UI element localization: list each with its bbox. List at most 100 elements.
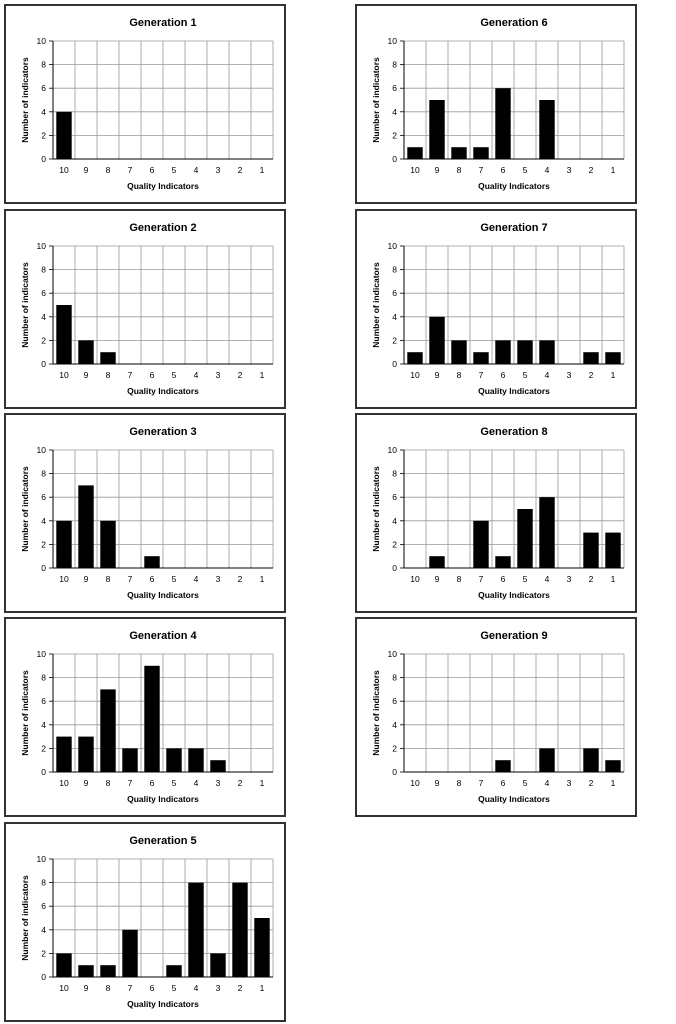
chart-panel-generation-2: Generation 2 0 2 4 6 8 10 10 9 8 7 6 5 4 3 2 1 Quality In…: [4, 209, 286, 409]
x-tick-label: 7: [479, 370, 484, 380]
bar-3: [210, 760, 226, 772]
x-tick-label: 5: [172, 370, 177, 380]
x-tick-label: 10: [410, 778, 420, 788]
x-axis-label: Quality Indicators: [478, 590, 550, 600]
x-tick-label: 10: [59, 370, 69, 380]
x-tick-label: 9: [435, 165, 440, 175]
x-tick-label: 2: [589, 165, 594, 175]
x-tick-label: 2: [589, 574, 594, 584]
bar-10: [56, 736, 72, 772]
y-tick-label: 6: [41, 83, 46, 93]
x-tick-label: 7: [128, 165, 133, 175]
y-tick-label: 2: [41, 743, 46, 753]
bar-9: [429, 556, 445, 568]
chart-panel-generation-9: Generation 9 0 2 4 6 8 10 10 9 8 7 6 5 4 3 2 1 Quality In…: [355, 617, 637, 817]
x-tick-label: 9: [84, 778, 89, 788]
y-tick-label: 10: [388, 241, 398, 251]
x-tick-label: 4: [194, 574, 199, 584]
y-tick-label: 8: [41, 469, 46, 479]
y-tick-label: 8: [41, 265, 46, 275]
y-tick-label: 4: [41, 107, 46, 117]
x-tick-label: 7: [128, 574, 133, 584]
x-axis-label: Quality Indicators: [478, 181, 550, 191]
bar-1: [605, 532, 621, 568]
bar-8: [451, 147, 467, 159]
y-tick-label: 4: [41, 720, 46, 730]
y-tick-label: 10: [388, 36, 398, 46]
x-tick-label: 6: [150, 778, 155, 788]
y-tick-label: 4: [41, 516, 46, 526]
chart-title: Generation 7: [480, 222, 547, 234]
y-tick-label: 4: [392, 516, 397, 526]
y-tick-label: 10: [37, 36, 47, 46]
x-tick-label: 8: [106, 370, 111, 380]
bar-chart: Generation 8 0 2 4 6 8 10 10 9 8 7 6 5 4 3 2 1 Quality In…: [371, 426, 625, 600]
y-tick-label: 0: [392, 563, 397, 573]
x-tick-label: 5: [523, 574, 528, 584]
bar-4: [188, 882, 204, 977]
x-tick-label: 5: [172, 983, 177, 993]
chart-title: Generation 8: [480, 426, 547, 438]
x-tick-label: 7: [128, 370, 133, 380]
x-tick-label: 1: [611, 778, 616, 788]
y-tick-label: 6: [392, 288, 397, 298]
x-tick-label: 1: [611, 574, 616, 584]
chart-title: Generation 6: [480, 17, 547, 29]
x-tick-label: 9: [84, 574, 89, 584]
y-tick-label: 6: [392, 83, 397, 93]
bar-8: [100, 965, 116, 977]
y-axis-label: Number of indicators: [20, 262, 30, 348]
x-tick-label: 9: [435, 574, 440, 584]
x-tick-label: 9: [84, 370, 89, 380]
x-tick-label: 3: [216, 370, 221, 380]
bar-6: [144, 556, 160, 568]
bar-10: [56, 520, 72, 568]
x-tick-label: 8: [106, 983, 111, 993]
bar-1: [254, 918, 270, 977]
chart-panel-generation-7: Generation 7 0 2 4 6 8 10 10 9 8 7 6 5 4 3 2 1 Quality In…: [355, 209, 637, 409]
x-tick-label: 8: [106, 778, 111, 788]
x-tick-label: 3: [216, 778, 221, 788]
bar-8: [451, 340, 467, 364]
x-tick-label: 3: [567, 370, 572, 380]
x-tick-label: 5: [523, 165, 528, 175]
x-tick-label: 6: [501, 574, 506, 584]
x-tick-label: 2: [589, 778, 594, 788]
bar-6: [495, 340, 511, 364]
bar-2: [583, 532, 599, 568]
bar-6: [495, 88, 511, 159]
y-tick-label: 2: [392, 130, 397, 140]
x-axis-label: Quality Indicators: [127, 590, 199, 600]
x-tick-label: 3: [567, 574, 572, 584]
x-axis-label: Quality Indicators: [478, 794, 550, 804]
x-tick-label: 7: [479, 574, 484, 584]
x-tick-label: 10: [410, 574, 420, 584]
x-tick-label: 5: [523, 778, 528, 788]
x-tick-label: 2: [238, 165, 243, 175]
bar-8: [100, 352, 116, 364]
x-tick-label: 8: [457, 574, 462, 584]
x-tick-label: 10: [59, 165, 69, 175]
y-tick-label: 0: [392, 154, 397, 164]
y-tick-label: 6: [41, 696, 46, 706]
y-tick-label: 0: [392, 359, 397, 369]
x-tick-label: 6: [150, 370, 155, 380]
y-tick-label: 6: [41, 492, 46, 502]
x-tick-label: 4: [545, 574, 550, 584]
x-tick-label: 8: [106, 574, 111, 584]
x-tick-label: 7: [479, 778, 484, 788]
x-tick-label: 3: [216, 165, 221, 175]
x-tick-label: 3: [216, 574, 221, 584]
bar-10: [56, 305, 72, 364]
bar-3: [210, 953, 226, 977]
x-tick-label: 6: [150, 574, 155, 584]
chart-title: Generation 5: [129, 835, 196, 847]
x-tick-label: 3: [567, 778, 572, 788]
y-tick-label: 6: [41, 901, 46, 911]
bar-chart: Generation 5 0 2 4 6 8 10 10 9 8 7 6 5 4 3 2 1 Quality In…: [20, 835, 274, 1009]
x-axis-label: Quality Indicators: [478, 386, 550, 396]
bar-6: [495, 556, 511, 568]
bar-chart: Generation 7 0 2 4 6 8 10 10 9 8 7 6 5 4 3 2 1 Quality In…: [371, 222, 625, 396]
x-tick-label: 6: [501, 165, 506, 175]
y-tick-label: 10: [388, 649, 398, 659]
